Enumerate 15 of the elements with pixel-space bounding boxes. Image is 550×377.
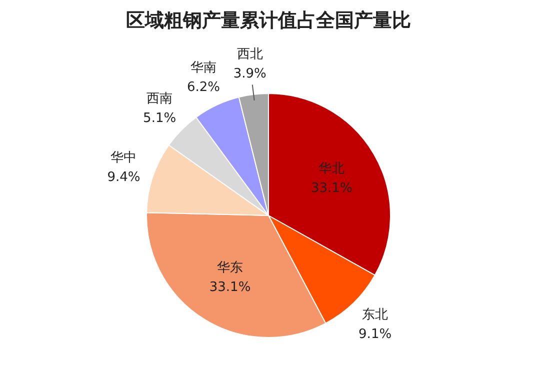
data-label: 5.1%: [143, 111, 176, 126]
data-label: 33.1%: [311, 180, 352, 196]
slice-label: 东北: [362, 307, 388, 322]
slice-label: 华北: [318, 161, 345, 176]
data-label: 9.4%: [107, 170, 140, 185]
slice-label: 西北: [236, 46, 263, 62]
slice-label: 华中: [110, 150, 137, 166]
data-label: 6.2%: [186, 80, 220, 95]
chart-title: 区域粗钢产量累计值占全国产量比: [126, 10, 411, 32]
data-label: 33.1%: [209, 280, 251, 296]
slice-label: 华南: [190, 60, 217, 76]
slice-label: 华东: [217, 260, 244, 276]
data-label: 3.9%: [233, 66, 266, 82]
data-label: 9.1%: [358, 326, 392, 342]
slice-label: 西南: [146, 92, 173, 107]
